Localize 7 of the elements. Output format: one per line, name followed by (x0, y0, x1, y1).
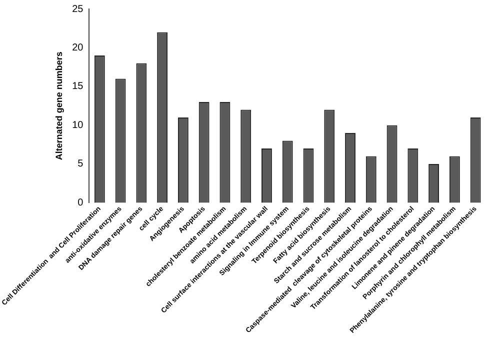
y-tick-label: 15 (72, 81, 84, 92)
y-axis-title: Alternated gene numbers (54, 52, 64, 160)
y-tick-label: 20 (72, 42, 84, 54)
y-tick-label: 25 (72, 4, 84, 15)
y-tick-label: 0 (78, 197, 84, 208)
y-tick-label: 5 (78, 158, 84, 170)
y-tick-label: 10 (72, 120, 84, 131)
